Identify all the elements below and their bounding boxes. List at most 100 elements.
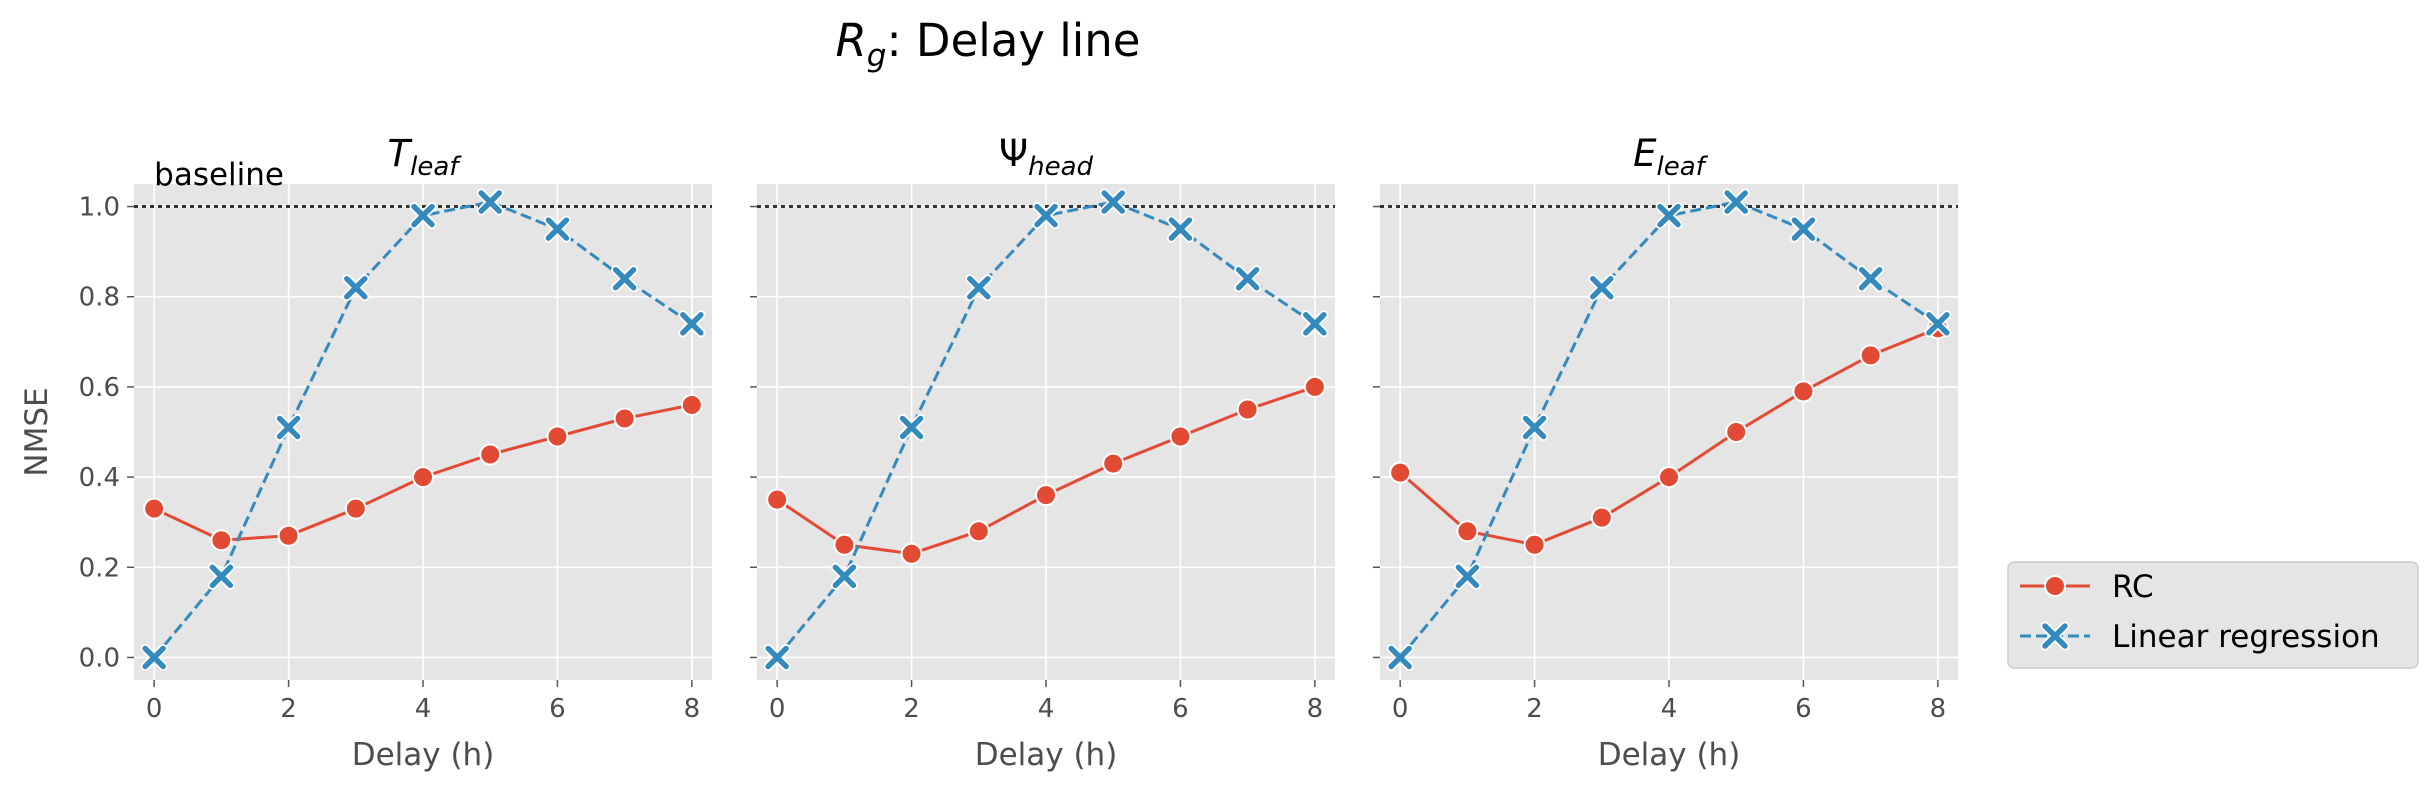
- data-point-linear-regression: [411, 203, 435, 228]
- x-tick-label: 8: [1307, 694, 1324, 724]
- data-point-linear-regression: [478, 190, 502, 214]
- data-point-rc: [1236, 398, 1259, 421]
- data-point-linear-regression: [1101, 190, 1125, 214]
- legend-item-rc: RC: [2020, 569, 2154, 605]
- x-axis-label: Delay (h): [1598, 737, 1741, 773]
- data-point-rc: [344, 497, 367, 520]
- legend-marker-linear-regression: [2042, 623, 2068, 649]
- y-tick-label: 0.8: [79, 283, 120, 313]
- subplot-title-subscript: head: [1028, 152, 1093, 182]
- y-tick-label: 0.2: [79, 553, 120, 583]
- data-point-rc: [1590, 506, 1613, 529]
- data-point-rc: [1859, 344, 1882, 367]
- data-point-linear-regression: [1590, 275, 1614, 300]
- data-point-rc: [967, 520, 990, 543]
- x-tick-label: 0: [1392, 694, 1409, 724]
- data-point-linear-regression: [1168, 217, 1193, 241]
- legend-item-linear-regression: Linear regression: [2020, 619, 2380, 655]
- subplot-t-leaf: 0 2 4 6 8 0.0 0.2 0.4 0.6 0.8 1.0 Delay (h) NMSE Tlea…: [19, 132, 712, 773]
- data-point-rc: [1658, 466, 1680, 489]
- data-point-rc: [900, 542, 923, 565]
- subplot-title-subscript: leaf: [1657, 152, 1709, 182]
- data-point-rc: [766, 488, 789, 511]
- x-tick-label: 4: [415, 694, 432, 724]
- data-point-linear-regression: [1926, 312, 1950, 336]
- subplot-e-leaf: 0 2 4 6 8 Delay (h) Eleaf: [1373, 132, 1958, 773]
- data-point-rc: [277, 524, 300, 547]
- figure-title-rest: : Delay line: [886, 14, 1140, 67]
- data-point-rc: [1456, 520, 1479, 543]
- x-axis-label: Delay (h): [975, 737, 1118, 773]
- data-point-linear-regression: [1522, 415, 1547, 440]
- data-point-rc: [1102, 452, 1125, 475]
- data-point-rc: [1389, 461, 1412, 484]
- data-point-linear-regression: [899, 415, 924, 440]
- legend-marker-rc: [2044, 575, 2066, 597]
- data-point-linear-regression: [1235, 266, 1260, 291]
- data-point-rc: [143, 497, 166, 520]
- legend: RC Linear regression: [2007, 561, 2419, 669]
- data-point-linear-regression: [1858, 266, 1883, 291]
- x-tick-label: 4: [1661, 694, 1678, 724]
- x-axis-label: Delay (h): [352, 737, 495, 773]
- figure-title-subscript: g: [867, 38, 887, 74]
- x-tick-label: 8: [1930, 694, 1947, 724]
- baseline-annotation: baseline: [154, 157, 284, 193]
- subplot-title: Tleaf: [388, 132, 463, 182]
- x-tick-label: 2: [903, 694, 920, 724]
- x-tick-label: 0: [146, 694, 163, 724]
- data-point-linear-regression: [832, 564, 857, 589]
- subplot-title: Eleaf: [1633, 132, 1709, 182]
- data-point-linear-regression: [276, 415, 301, 440]
- x-tick-label: 8: [684, 694, 701, 724]
- data-point-linear-regression: [967, 275, 991, 300]
- data-point-linear-regression: [1724, 190, 1748, 214]
- data-point-rc: [546, 425, 569, 448]
- data-point-linear-regression: [1303, 312, 1327, 336]
- subplot-title-main: Ψ: [999, 132, 1028, 175]
- data-point-rc: [479, 443, 502, 466]
- y-axis-label: NMSE: [19, 387, 55, 476]
- x-tick-label: 2: [1526, 694, 1543, 724]
- y-tick-label: 1.0: [79, 193, 120, 223]
- x-tick-label: 6: [1795, 694, 1812, 724]
- data-point-rc: [613, 407, 636, 430]
- y-tick-label: 0.0: [79, 643, 120, 673]
- data-point-rc: [1792, 380, 1815, 403]
- data-point-rc: [680, 393, 703, 416]
- subplot-title-main: E: [1633, 132, 1657, 175]
- subplot-psi-head: 0 2 4 6 8 Delay (h) Ψhead: [750, 132, 1335, 773]
- y-tick-label: 0.4: [79, 463, 120, 493]
- legend-label-rc: RC: [2112, 569, 2154, 605]
- x-tick-label: 0: [769, 694, 786, 724]
- figure-title: Rg: Delay line: [836, 14, 1141, 74]
- subplot-title-subscript: leaf: [410, 152, 462, 182]
- legend-box: [2007, 561, 2419, 669]
- data-point-rc: [412, 466, 434, 489]
- figure-title-main: R: [836, 14, 867, 67]
- x-tick-label: 4: [1038, 694, 1055, 724]
- data-point-linear-regression: [1388, 645, 1412, 670]
- data-point-linear-regression: [209, 564, 234, 589]
- data-point-linear-regression: [612, 266, 637, 291]
- data-point-linear-regression: [344, 275, 368, 300]
- x-tick-label: 6: [549, 694, 566, 724]
- y-tick-label: 0.6: [79, 373, 120, 403]
- data-point-linear-regression: [1455, 564, 1480, 589]
- x-tick-label: 6: [1172, 694, 1189, 724]
- data-point-rc: [1035, 484, 1057, 507]
- data-point-rc: [1169, 425, 1192, 448]
- legend-label-linear-regression: Linear regression: [2112, 619, 2380, 655]
- data-point-rc: [833, 533, 856, 556]
- subplot-title-main: T: [388, 132, 413, 175]
- data-point-rc: [1303, 375, 1326, 398]
- data-point-linear-regression: [545, 217, 570, 241]
- data-point-linear-regression: [1034, 203, 1058, 228]
- data-point-linear-regression: [680, 312, 704, 336]
- subplot-title: Ψhead: [999, 132, 1094, 182]
- data-point-linear-regression: [1791, 217, 1816, 241]
- data-point-linear-regression: [765, 645, 789, 670]
- x-tick-label: 2: [280, 694, 297, 724]
- data-point-linear-regression: [142, 645, 166, 670]
